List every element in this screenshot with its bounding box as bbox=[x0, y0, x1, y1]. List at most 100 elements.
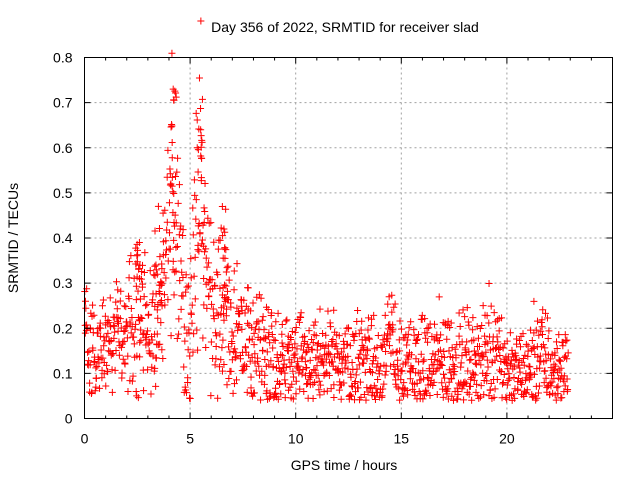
data-point bbox=[144, 327, 152, 335]
data-point bbox=[356, 378, 364, 386]
data-point bbox=[481, 332, 489, 340]
data-point bbox=[112, 347, 120, 355]
data-point bbox=[364, 326, 372, 334]
data-point bbox=[534, 389, 542, 397]
data-point bbox=[233, 260, 241, 268]
data-point bbox=[178, 268, 186, 276]
data-point bbox=[197, 132, 205, 140]
data-point bbox=[121, 327, 129, 335]
data-point bbox=[403, 341, 411, 349]
data-point bbox=[500, 371, 508, 379]
data-point bbox=[197, 152, 205, 160]
data-point bbox=[540, 379, 548, 387]
data-point bbox=[404, 391, 412, 399]
data-point bbox=[166, 245, 174, 253]
data-point bbox=[398, 367, 406, 375]
data-point bbox=[419, 395, 427, 403]
data-point bbox=[335, 332, 343, 340]
data-point bbox=[554, 390, 562, 398]
data-point bbox=[130, 333, 138, 341]
data-point bbox=[329, 358, 337, 366]
data-point bbox=[102, 333, 110, 341]
data-point bbox=[102, 382, 110, 390]
data-point bbox=[248, 335, 256, 343]
data-point bbox=[200, 301, 208, 309]
data-point bbox=[224, 287, 232, 295]
data-point bbox=[308, 345, 316, 353]
data-point bbox=[423, 374, 431, 382]
data-point bbox=[397, 325, 405, 333]
data-point bbox=[202, 344, 210, 352]
data-point bbox=[448, 374, 456, 382]
data-point bbox=[272, 318, 280, 326]
data-point bbox=[395, 385, 403, 393]
data-point bbox=[506, 375, 514, 383]
data-point bbox=[420, 356, 428, 364]
data-point bbox=[90, 311, 98, 319]
data-point bbox=[281, 380, 289, 388]
data-point bbox=[151, 272, 159, 280]
data-point bbox=[214, 394, 222, 402]
data-point bbox=[406, 375, 414, 383]
data-point bbox=[113, 318, 121, 326]
data-point bbox=[222, 312, 230, 320]
data-point bbox=[325, 371, 333, 379]
data-point bbox=[328, 341, 336, 349]
data-point bbox=[372, 384, 380, 392]
data-point bbox=[185, 329, 193, 337]
data-point bbox=[470, 370, 478, 378]
data-point bbox=[491, 356, 499, 364]
data-point bbox=[454, 390, 462, 398]
data-point bbox=[404, 336, 412, 344]
data-point bbox=[132, 388, 140, 396]
data-point bbox=[169, 85, 177, 93]
data-point bbox=[230, 267, 238, 275]
data-point bbox=[162, 250, 170, 258]
data-point bbox=[132, 320, 140, 328]
data-point bbox=[523, 386, 531, 394]
data-point bbox=[189, 348, 197, 356]
data-point bbox=[377, 342, 385, 350]
data-point bbox=[274, 395, 282, 403]
data-point bbox=[316, 391, 324, 399]
data-point bbox=[200, 219, 208, 227]
data-point bbox=[516, 343, 524, 351]
data-point bbox=[554, 382, 562, 390]
data-point bbox=[121, 360, 129, 368]
data-point bbox=[472, 388, 480, 396]
data-point bbox=[218, 367, 226, 375]
data-point bbox=[125, 274, 133, 282]
data-point bbox=[277, 351, 285, 359]
data-points bbox=[81, 17, 572, 404]
data-point bbox=[119, 355, 127, 363]
data-point bbox=[274, 309, 282, 317]
data-point bbox=[155, 224, 163, 232]
data-point bbox=[199, 334, 207, 342]
data-point bbox=[158, 346, 166, 354]
data-point bbox=[141, 249, 149, 257]
data-point bbox=[315, 377, 323, 385]
data-point bbox=[373, 363, 381, 371]
data-point bbox=[563, 355, 571, 363]
data-point bbox=[268, 330, 276, 338]
data-point bbox=[145, 349, 153, 357]
data-point bbox=[348, 358, 356, 366]
data-point bbox=[86, 325, 94, 333]
data-point bbox=[295, 362, 303, 370]
data-point bbox=[197, 126, 205, 134]
data-point bbox=[277, 390, 285, 398]
data-point bbox=[160, 291, 168, 299]
data-point bbox=[241, 309, 249, 317]
data-point bbox=[249, 299, 257, 307]
data-point bbox=[148, 363, 156, 371]
data-point bbox=[448, 344, 456, 352]
data-point bbox=[86, 379, 94, 387]
data-point bbox=[264, 395, 272, 403]
data-point bbox=[458, 352, 466, 360]
data-point bbox=[290, 373, 298, 381]
data-point bbox=[137, 326, 145, 334]
data-point bbox=[192, 196, 200, 204]
y-tick-label: 0.4 bbox=[53, 230, 73, 246]
data-point bbox=[88, 388, 96, 396]
